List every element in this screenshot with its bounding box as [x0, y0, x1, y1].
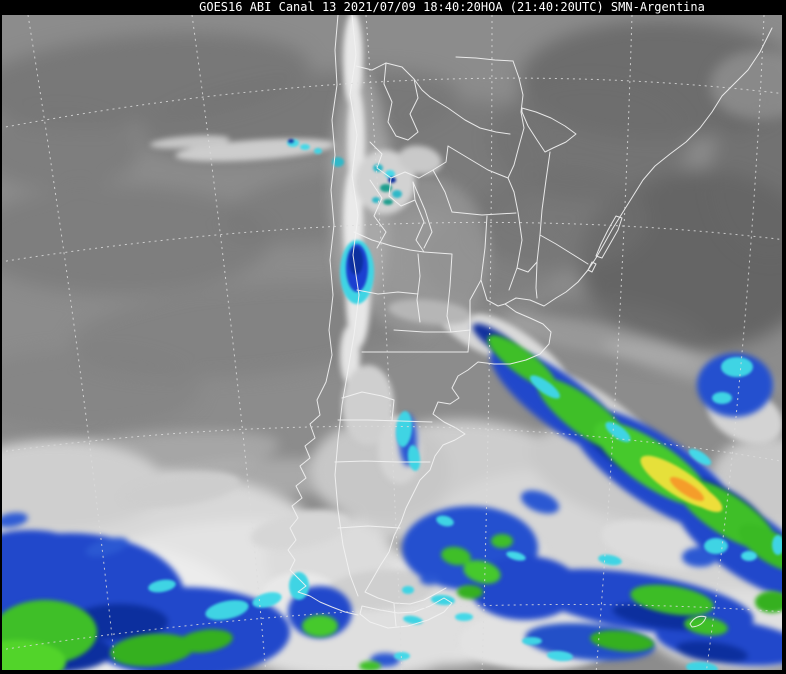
uruguay-borders: [535, 151, 589, 299]
meridian-2: [191, 14, 267, 674]
neuquen-borders: [341, 391, 395, 421]
mendoza-south-border: [356, 253, 421, 323]
lagoa-dos-patos: [587, 215, 623, 273]
argentina-atlantic-coastline: [364, 297, 557, 605]
bolivia-border: [355, 62, 431, 98]
misiones-border: [521, 107, 577, 153]
cordoba-west-border: [423, 251, 453, 333]
catamarca-rioja-borders: [369, 179, 425, 253]
title-bar: GOES16 ABI Canal 13 2021/07/09 18:40:20H…: [0, 0, 786, 15]
santacruz-north-border: [337, 525, 401, 529]
parallel-2: [0, 221, 786, 263]
tucuman-border: [388, 177, 416, 207]
parallel-4: [0, 604, 786, 651]
parallel-1: [0, 77, 786, 129]
tierra-del-fuego: [359, 597, 453, 629]
jujuy-salta-borders: [383, 62, 419, 141]
formosa-south-border: [447, 145, 509, 179]
salta-south-border: [369, 141, 449, 179]
malvinas-outline: [689, 615, 707, 628]
chile-coastline: [287, 14, 359, 616]
cordoba-santafe-border: [480, 215, 506, 307]
chaco-south-border: [451, 211, 517, 216]
frame-bottom: [0, 670, 786, 674]
frame-left: [0, 0, 2, 674]
buenosaires-west-border: [467, 279, 482, 353]
sanjuan-mendoza-border: [353, 231, 425, 253]
parallel-3: [0, 425, 786, 463]
chubut-south-border: [334, 460, 431, 463]
paraguay-north-border: [455, 56, 514, 62]
storm-core-layer: [640, 455, 723, 513]
rionegro-south-border: [337, 419, 433, 423]
graticule-layer: [0, 14, 786, 674]
andes-border: [334, 14, 360, 597]
parana-paraguay-rivers: [507, 60, 525, 291]
paraguay-southwest-border: [429, 96, 511, 135]
entre-rios-border: [516, 261, 538, 273]
lapampa-north-border: [393, 329, 471, 333]
boundaries-layer: [287, 14, 773, 629]
santiago-borders: [412, 169, 453, 249]
frame-right: [782, 0, 786, 674]
title-text: GOES16 ABI Canal 13 2021/07/09 18:40:20H…: [199, 0, 705, 14]
